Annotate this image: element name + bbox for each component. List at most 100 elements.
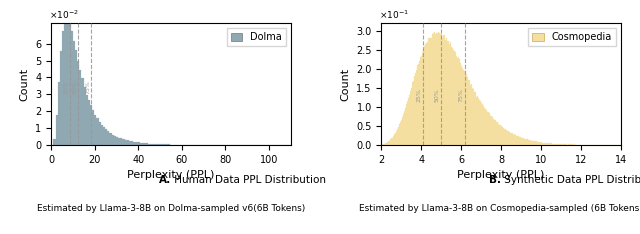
Y-axis label: Count: Count: [20, 68, 29, 101]
Bar: [526, 139, 527, 145]
Bar: [144, 143, 146, 145]
Bar: [532, 141, 533, 145]
Bar: [141, 143, 144, 145]
Bar: [455, 52, 456, 145]
Bar: [516, 136, 517, 145]
Bar: [388, 141, 390, 145]
Bar: [442, 37, 444, 145]
Bar: [127, 140, 129, 145]
Bar: [473, 89, 474, 145]
Bar: [131, 141, 133, 145]
Bar: [533, 141, 534, 145]
Bar: [468, 80, 469, 145]
Text: Synthetic Data PPL Distribution: Synthetic Data PPL Distribution: [501, 175, 640, 185]
Bar: [429, 38, 430, 145]
Bar: [77, 61, 79, 145]
Bar: [105, 129, 108, 145]
Bar: [492, 117, 493, 145]
Bar: [437, 33, 438, 145]
Bar: [520, 137, 521, 145]
Bar: [148, 143, 150, 145]
Bar: [53, 139, 56, 145]
Bar: [86, 95, 88, 145]
Bar: [133, 142, 135, 145]
Bar: [553, 143, 554, 145]
Bar: [558, 144, 559, 145]
Bar: [430, 38, 431, 145]
Bar: [62, 31, 64, 145]
Bar: [463, 70, 464, 145]
Bar: [135, 142, 138, 145]
Bar: [543, 143, 544, 145]
Bar: [436, 33, 437, 145]
Bar: [444, 35, 445, 145]
Bar: [482, 104, 483, 145]
Bar: [467, 77, 468, 145]
Bar: [166, 144, 168, 145]
Bar: [406, 104, 408, 145]
Bar: [559, 144, 560, 145]
Bar: [64, 20, 67, 145]
Bar: [103, 127, 105, 145]
Bar: [90, 106, 92, 145]
Bar: [549, 143, 550, 145]
Bar: [397, 129, 399, 145]
Bar: [569, 144, 570, 145]
Bar: [73, 41, 75, 145]
Bar: [546, 143, 547, 145]
Bar: [125, 140, 127, 145]
Bar: [471, 84, 472, 145]
Bar: [536, 141, 537, 145]
Bar: [100, 124, 103, 145]
Bar: [401, 120, 403, 145]
Bar: [460, 63, 461, 145]
Bar: [512, 133, 513, 145]
Bar: [555, 144, 556, 145]
Bar: [120, 138, 122, 145]
Bar: [146, 143, 148, 145]
Bar: [484, 108, 485, 145]
Bar: [529, 140, 530, 145]
Text: B.: B.: [489, 175, 501, 185]
Bar: [485, 109, 486, 145]
Bar: [99, 122, 100, 145]
X-axis label: Perplexity (PPL): Perplexity (PPL): [458, 170, 545, 180]
Bar: [438, 32, 439, 145]
Bar: [457, 58, 458, 145]
Bar: [92, 110, 94, 145]
Text: $\times10^{-2}$: $\times10^{-2}$: [49, 9, 79, 21]
Bar: [548, 143, 549, 145]
Bar: [449, 44, 451, 145]
Bar: [503, 128, 504, 145]
Bar: [404, 111, 405, 145]
Bar: [486, 110, 487, 145]
Bar: [447, 41, 448, 145]
Bar: [562, 144, 563, 145]
Bar: [537, 142, 538, 145]
Text: 50%: 50%: [435, 88, 440, 102]
Bar: [496, 122, 497, 145]
Bar: [435, 34, 436, 145]
Bar: [161, 144, 163, 145]
Bar: [453, 50, 454, 145]
Bar: [67, 20, 68, 145]
Legend: Dolma: Dolma: [227, 28, 285, 46]
Bar: [479, 100, 480, 145]
Bar: [474, 92, 476, 145]
Bar: [448, 41, 449, 145]
Bar: [523, 138, 524, 145]
Bar: [483, 106, 484, 145]
Bar: [500, 125, 501, 145]
Bar: [413, 80, 414, 145]
Bar: [451, 48, 452, 145]
Bar: [550, 143, 551, 145]
Bar: [539, 142, 540, 145]
Bar: [456, 56, 457, 145]
Bar: [68, 24, 70, 145]
Bar: [58, 82, 60, 145]
Bar: [517, 136, 518, 145]
Bar: [152, 144, 155, 145]
Bar: [477, 96, 478, 145]
Bar: [524, 139, 525, 145]
Text: 25%: 25%: [417, 88, 422, 102]
